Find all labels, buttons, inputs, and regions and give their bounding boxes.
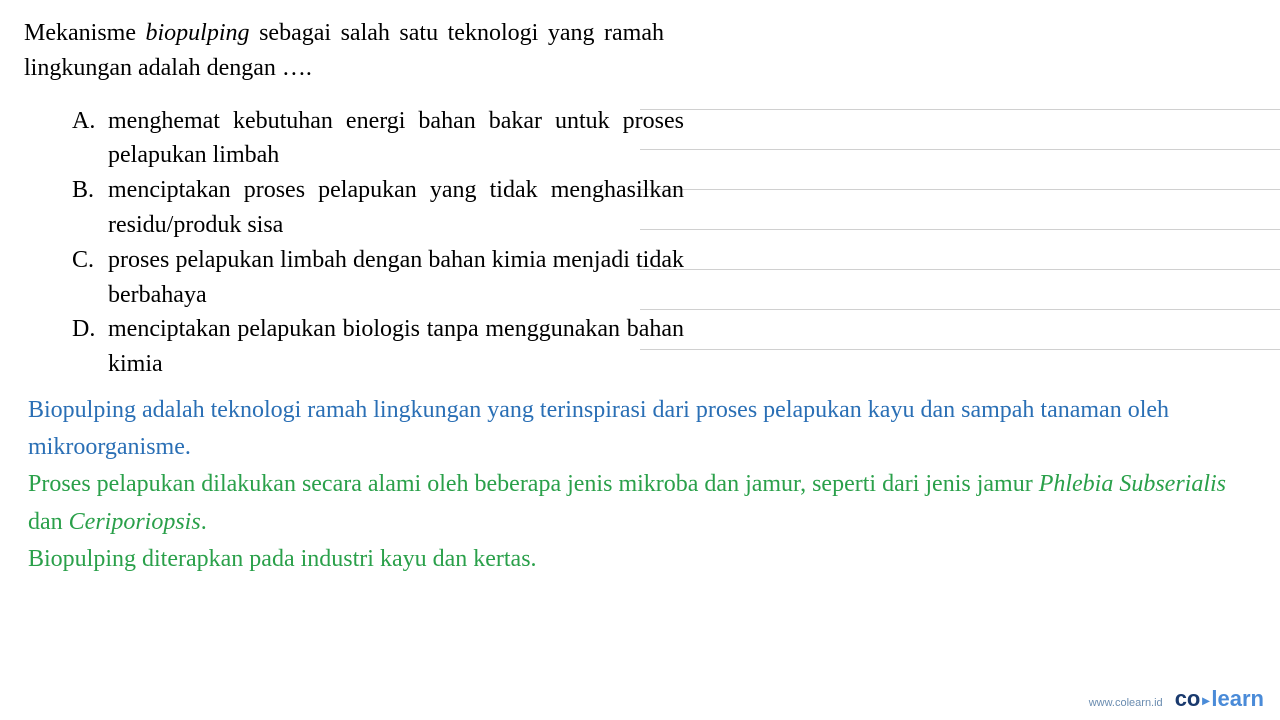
options-list: A. menghemat kebutuhan energi bahan baka… xyxy=(24,104,684,382)
explanation-line-2-pre: Proses pelapukan dilakukan secara alami … xyxy=(28,471,1039,497)
explanation-line-3: Biopulping diterapkan pada industri kayu… xyxy=(28,541,1252,578)
footer-logo-dot: ▸ xyxy=(1200,692,1211,708)
option-letter-d: D. xyxy=(72,312,108,382)
question-text-italic: biopulping xyxy=(146,20,250,46)
option-letter-c: C. xyxy=(72,243,108,313)
option-text-d: menciptakan pelapukan biologis tanpa men… xyxy=(108,312,684,382)
explanation-line-2-mid: dan xyxy=(28,509,69,535)
explanation-line-2-italic-2: Ceriporiopsis xyxy=(69,509,201,535)
option-letter-b: B. xyxy=(72,173,108,243)
footer-url: www.colearn.id xyxy=(1089,697,1163,709)
footer-logo-co: co xyxy=(1175,686,1201,711)
question-area: Mekanisme biopulping sebagai salah satu … xyxy=(0,0,1280,382)
explanation-line-2-italic-1: Phlebia Subserialis xyxy=(1039,471,1226,497)
explanation-line-1: Biopulping adalah teknologi ramah lingku… xyxy=(28,392,1252,466)
explanation-line-2-post: . xyxy=(201,509,207,535)
question-stem: Mekanisme biopulping sebagai salah satu … xyxy=(24,16,664,86)
explanation-line-2: Proses pelapukan dilakukan secara alami … xyxy=(28,466,1252,540)
option-text-a: menghemat kebutuhan energi bahan bakar u… xyxy=(108,104,684,174)
option-text-c: proses pelapukan limbah dengan bahan kim… xyxy=(108,243,684,313)
option-text-b: menciptakan proses pelapukan yang tidak … xyxy=(108,173,684,243)
question-text-pre: Mekanisme xyxy=(24,20,146,46)
footer-logo: co▸learn xyxy=(1175,686,1264,712)
explanation-area: Biopulping adalah teknologi ramah lingku… xyxy=(0,382,1280,578)
footer: www.colearn.id co▸learn xyxy=(1089,686,1264,712)
option-d: D. menciptakan pelapukan biologis tanpa … xyxy=(72,312,684,382)
option-c: C. proses pelapukan limbah dengan bahan … xyxy=(72,243,684,313)
option-a: A. menghemat kebutuhan energi bahan baka… xyxy=(72,104,684,174)
option-letter-a: A. xyxy=(72,104,108,174)
footer-logo-learn: learn xyxy=(1211,686,1264,711)
option-b: B. menciptakan proses pelapukan yang tid… xyxy=(72,173,684,243)
